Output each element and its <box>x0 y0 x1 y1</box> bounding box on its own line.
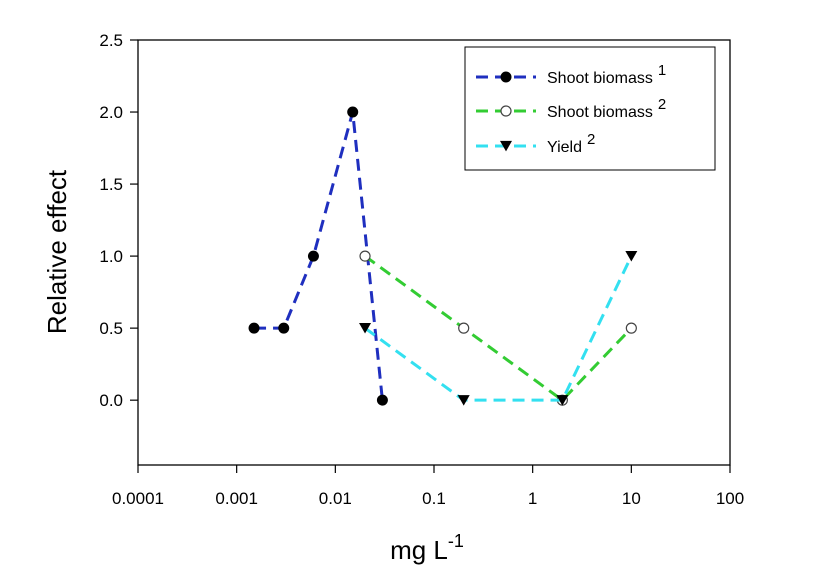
data-point <box>625 322 637 334</box>
x-axis-title: mg L-1 <box>390 531 464 565</box>
y-tick-label: 1.0 <box>99 247 123 266</box>
x-tick-label: 10 <box>622 489 641 508</box>
data-point <box>248 322 260 334</box>
legend-entry-yield-2: Yield 2 <box>476 131 595 156</box>
series-line <box>364 254 633 402</box>
y-axis-title: Relative effect <box>42 169 72 334</box>
y-tick-label: 1.5 <box>99 175 123 194</box>
data-point <box>376 394 388 406</box>
data-point <box>347 106 359 118</box>
data-point <box>625 251 638 262</box>
legend-label: Shoot biomass 2 <box>547 96 666 121</box>
legend-label-sup: 1 <box>658 62 666 79</box>
data-point <box>458 322 470 334</box>
x-axis: 0.0001 0.001 0.01 0.1 1 10 100 <box>112 465 744 508</box>
legend: Shoot biomass 1 Shoot biomass 2 Yield 2 <box>464 46 716 171</box>
data-point <box>278 322 290 334</box>
legend-entry-shoot-biomass-2: Shoot biomass 2 <box>476 96 666 121</box>
legend-swatch-marker <box>500 71 512 83</box>
x-tick-label: 1 <box>528 489 537 508</box>
legend-label-sup: 2 <box>658 96 666 113</box>
data-point <box>359 323 372 334</box>
legend-label: Yield 2 <box>547 131 595 156</box>
series-line <box>364 255 633 402</box>
legend-entry-shoot-biomass-1: Shoot biomass 1 <box>476 62 666 87</box>
legend-swatch-marker <box>500 140 512 152</box>
x-tick-label: 0.01 <box>319 489 352 508</box>
series-shoot-biomass-2 <box>359 250 637 406</box>
legend-label-text: Yield <box>547 139 582 156</box>
x-tick-label: 0.0001 <box>112 489 164 508</box>
y-tick-label: 0.0 <box>99 391 123 410</box>
data-point <box>307 250 319 262</box>
series-line <box>254 110 384 401</box>
series-yield-2 <box>359 251 638 406</box>
series-shoot-biomass-1 <box>248 106 388 406</box>
x-tick-label: 0.001 <box>215 489 258 508</box>
y-tick-label: 0.5 <box>99 319 123 338</box>
y-tick-label: 2.5 <box>99 31 123 50</box>
data-point <box>359 250 371 262</box>
x-axis-title-sup: -1 <box>448 531 464 551</box>
x-tick-label: 100 <box>716 489 744 508</box>
data-point <box>556 395 569 406</box>
series-layer <box>248 106 638 406</box>
legend-label-text: Shoot biomass <box>547 104 653 121</box>
y-axis: 0.0 0.5 1.0 1.5 2.0 2.5 <box>99 31 138 410</box>
legend-label-text: Shoot biomass <box>547 70 653 87</box>
legend-swatch-marker <box>500 105 512 117</box>
y-tick-label: 2.0 <box>99 103 123 122</box>
legend-label: Shoot biomass 1 <box>547 62 666 87</box>
data-point <box>457 395 470 406</box>
x-axis-title-main: mg L <box>390 535 448 565</box>
x-tick-label: 0.1 <box>422 489 446 508</box>
legend-label-sup: 2 <box>587 131 595 148</box>
